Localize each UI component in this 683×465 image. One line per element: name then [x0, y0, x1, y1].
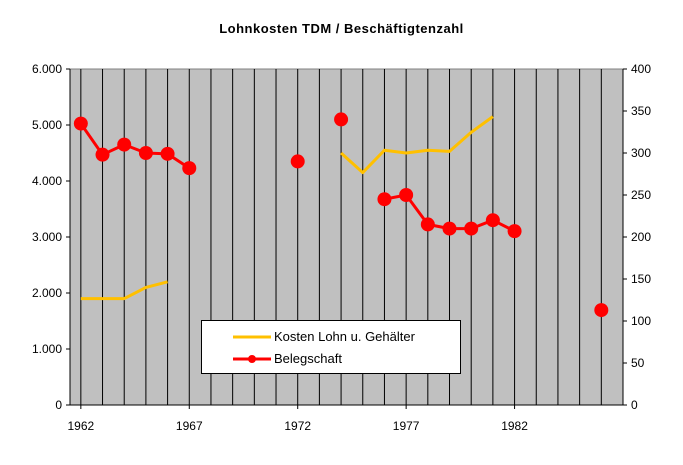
data-point — [377, 192, 392, 207]
x-tick-label: 1972 — [284, 419, 311, 433]
data-point — [464, 221, 479, 236]
left-tick-label: 1.000 — [32, 342, 62, 356]
right-tick-label: 400 — [631, 62, 651, 76]
data-point — [485, 213, 500, 228]
legend-label-belegschaft: Belegschaft — [274, 351, 342, 366]
right-tick-label: 50 — [631, 356, 645, 370]
chart-title: Lohnkosten TDM / Beschäftigtenzahl — [219, 21, 464, 36]
data-point — [290, 154, 305, 169]
left-tick-label: 2.000 — [32, 286, 62, 300]
left-axis-ticks: 0 1.000 2.000 3.000 4.000 5.000 6.000 — [32, 62, 70, 412]
data-point — [117, 137, 132, 152]
right-tick-label: 300 — [631, 146, 651, 160]
data-point — [507, 224, 522, 239]
left-tick-label: 3.000 — [32, 230, 62, 244]
right-tick-label: 200 — [631, 230, 651, 244]
right-tick-label: 0 — [631, 398, 638, 412]
series-line — [80, 280, 168, 301]
data-point — [399, 188, 414, 202]
left-tick-label: 0 — [55, 398, 62, 412]
right-axis-ticks: 0 50 100 150 200 250 300 350 400 — [623, 62, 651, 412]
legend-swatch-belegschaft — [233, 355, 271, 363]
series-kosten-lohn — [80, 115, 494, 301]
series-line — [340, 115, 494, 175]
legend-item-belegschaft: Belegschaft — [202, 350, 460, 368]
legend-item-kosten-lohn: Kosten Lohn u. Gehälter — [202, 328, 460, 346]
x-axis-ticks: 1962 1967 1972 1977 1982 — [67, 405, 528, 433]
x-tick-label: 1977 — [393, 419, 420, 433]
legend: Kosten Lohn u. Gehälter Belegschaft — [201, 320, 461, 374]
legend-label-kosten-lohn: Kosten Lohn u. Gehälter — [274, 329, 415, 344]
data-point — [138, 146, 153, 160]
data-point — [182, 161, 197, 176]
data-point — [95, 147, 110, 162]
x-tick-label: 1962 — [67, 419, 94, 433]
x-tick-label: 1967 — [176, 419, 203, 433]
data-point — [420, 217, 435, 232]
x-tick-label: 1982 — [501, 419, 528, 433]
legend-swatch-kosten-lohn — [233, 335, 271, 339]
data-point — [73, 116, 88, 131]
data-point — [594, 303, 609, 318]
right-tick-label: 100 — [631, 314, 651, 328]
data-point — [160, 146, 175, 161]
left-tick-label: 5.000 — [32, 118, 62, 132]
left-tick-label: 6.000 — [32, 62, 62, 76]
right-tick-label: 150 — [631, 272, 651, 286]
series-belegschaft — [73, 112, 609, 318]
left-tick-label: 4.000 — [32, 174, 62, 188]
data-point — [334, 112, 349, 127]
data-point — [442, 221, 457, 236]
right-tick-label: 350 — [631, 104, 651, 118]
right-tick-label: 250 — [631, 188, 651, 202]
